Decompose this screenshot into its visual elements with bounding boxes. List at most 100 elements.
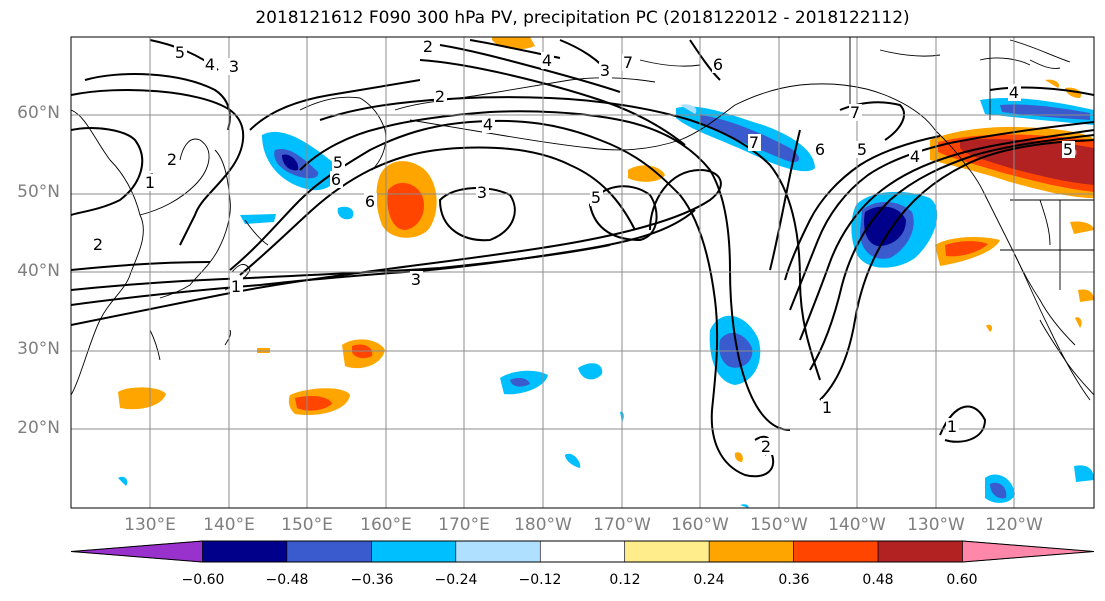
contour-label-bg bbox=[92, 236, 105, 253]
colorbar-tick: −0.12 bbox=[518, 572, 562, 588]
contour-label: 3 bbox=[411, 270, 421, 289]
contour-label-bg bbox=[230, 278, 243, 295]
lon-label-130w: 130°W bbox=[907, 515, 965, 535]
lat-label-60n: 60°N bbox=[17, 103, 60, 123]
contour-label: 2 bbox=[435, 87, 445, 106]
colorbar-tick: 0.24 bbox=[693, 572, 725, 588]
contour-label: 1 bbox=[231, 277, 241, 296]
lon-label-150e: 150°E bbox=[281, 515, 333, 535]
contour-label-bg bbox=[174, 44, 187, 61]
contour-label: 2 bbox=[423, 37, 433, 56]
contour-label-bg bbox=[849, 104, 862, 121]
contour-label-bg bbox=[814, 141, 827, 158]
contour-label: 4 bbox=[1009, 83, 1019, 102]
colorbar bbox=[70, 540, 1095, 563]
contour-label-bg bbox=[541, 52, 554, 69]
lon-label-160e: 160°E bbox=[360, 515, 412, 535]
contour-label-bg bbox=[712, 56, 725, 73]
contour-label: 6 bbox=[713, 55, 723, 74]
precip-neg-small bbox=[337, 206, 354, 220]
colorbar-tick: 0.36 bbox=[778, 572, 810, 588]
colorbar-segment bbox=[371, 540, 457, 563]
contour-label: 1 bbox=[145, 173, 155, 192]
contour-label: 2 bbox=[167, 150, 177, 169]
contour-label: 3 bbox=[229, 57, 239, 76]
contour-label: 4 bbox=[910, 147, 920, 166]
contour-label: 4 bbox=[205, 55, 215, 74]
colorbar-segment bbox=[455, 540, 541, 563]
contour-label-bg bbox=[166, 151, 179, 168]
lon-label-160w: 160°W bbox=[671, 515, 729, 535]
contour-label: 7 bbox=[623, 53, 633, 72]
contour-label-bg bbox=[748, 134, 761, 151]
contour-label: 5 bbox=[175, 43, 185, 62]
contour-label-bg bbox=[622, 54, 635, 71]
colorbar-tick: −0.48 bbox=[265, 572, 309, 588]
colorbar-segment bbox=[793, 540, 879, 563]
contour-label-bg bbox=[1062, 141, 1075, 158]
contour-label: 5 bbox=[857, 140, 867, 159]
colorbar-tick: 0.60 bbox=[946, 572, 978, 588]
contour-label: 6 bbox=[815, 140, 825, 159]
contour-label-bg bbox=[856, 141, 869, 158]
contour-label: 3 bbox=[477, 183, 487, 202]
contour-label: 5 bbox=[591, 188, 601, 207]
contour-label: 6 bbox=[331, 170, 341, 189]
lon-label-120w: 120°W bbox=[985, 515, 1043, 535]
pv-contour-labels: 543212124566354376765412145723121 bbox=[90, 37, 1075, 456]
contour-label-bg bbox=[228, 58, 241, 75]
graticule bbox=[71, 37, 1094, 508]
colorbar-tick: 0.12 bbox=[609, 572, 641, 588]
contour-label: 2 bbox=[761, 437, 771, 456]
lat-label-50n: 50°N bbox=[17, 182, 60, 202]
contour-label-bg bbox=[482, 116, 495, 133]
contour-label: 6 bbox=[365, 192, 375, 211]
contour-label-bg bbox=[434, 88, 447, 105]
lon-label-170w: 170°W bbox=[593, 515, 651, 535]
contour-label: 4 bbox=[542, 51, 552, 70]
contour-label-bg bbox=[144, 174, 157, 191]
contour-label-bg bbox=[590, 189, 603, 206]
contour-label-bg bbox=[946, 418, 959, 435]
contour-label: 7 bbox=[850, 103, 860, 122]
contour-label: 7 bbox=[749, 133, 759, 152]
colorbar-segment bbox=[624, 540, 710, 563]
lat-label-20n: 20°N bbox=[17, 418, 60, 438]
contour-label-bg bbox=[410, 271, 423, 288]
colorbar-segment bbox=[70, 540, 203, 563]
lat-label-40n: 40°N bbox=[17, 261, 60, 281]
colorbar-tick: −0.24 bbox=[434, 572, 478, 588]
map-title: 2018121612 F090 300 hPa PV, precipitatio… bbox=[255, 8, 910, 28]
colorbar-tick: −0.36 bbox=[350, 572, 394, 588]
colorbar-tick: 0.48 bbox=[862, 572, 894, 588]
lon-label-170e: 170°E bbox=[438, 515, 490, 535]
contour-label: 1 bbox=[822, 398, 832, 417]
lon-label-130e: 130°E bbox=[124, 515, 176, 535]
lon-label-140e: 140°E bbox=[203, 515, 255, 535]
contour-label-bg bbox=[330, 171, 343, 188]
contour-label-bg bbox=[599, 62, 612, 79]
contour-label-bg bbox=[204, 56, 217, 73]
contour-label-bg bbox=[760, 438, 773, 455]
lon-label-180w: 180°W bbox=[514, 515, 572, 535]
lon-label-140w: 140°W bbox=[828, 515, 886, 535]
map-frame bbox=[70, 36, 1095, 509]
contour-label-bg bbox=[1008, 84, 1021, 101]
colorbar-frame bbox=[70, 540, 1095, 563]
contour-label-bg bbox=[476, 184, 489, 201]
contour-label: 3 bbox=[600, 61, 610, 80]
colorbar-segment bbox=[708, 540, 794, 563]
contour-label-bg bbox=[422, 38, 435, 55]
contour-label-bg bbox=[909, 148, 922, 165]
colorbar-segment bbox=[962, 540, 1095, 563]
contour-label-bg bbox=[332, 154, 345, 171]
colorbar-tick: −0.60 bbox=[181, 572, 225, 588]
contour-label: 5 bbox=[1063, 140, 1073, 159]
lon-label-150w: 150°W bbox=[750, 515, 808, 535]
lat-label-30n: 30°N bbox=[17, 339, 60, 359]
colorbar-segment bbox=[539, 540, 626, 563]
contour-label: 4 bbox=[483, 115, 493, 134]
contour-label-bg bbox=[364, 193, 377, 210]
colorbar-segment bbox=[202, 540, 288, 563]
contour-label: 5 bbox=[333, 153, 343, 172]
